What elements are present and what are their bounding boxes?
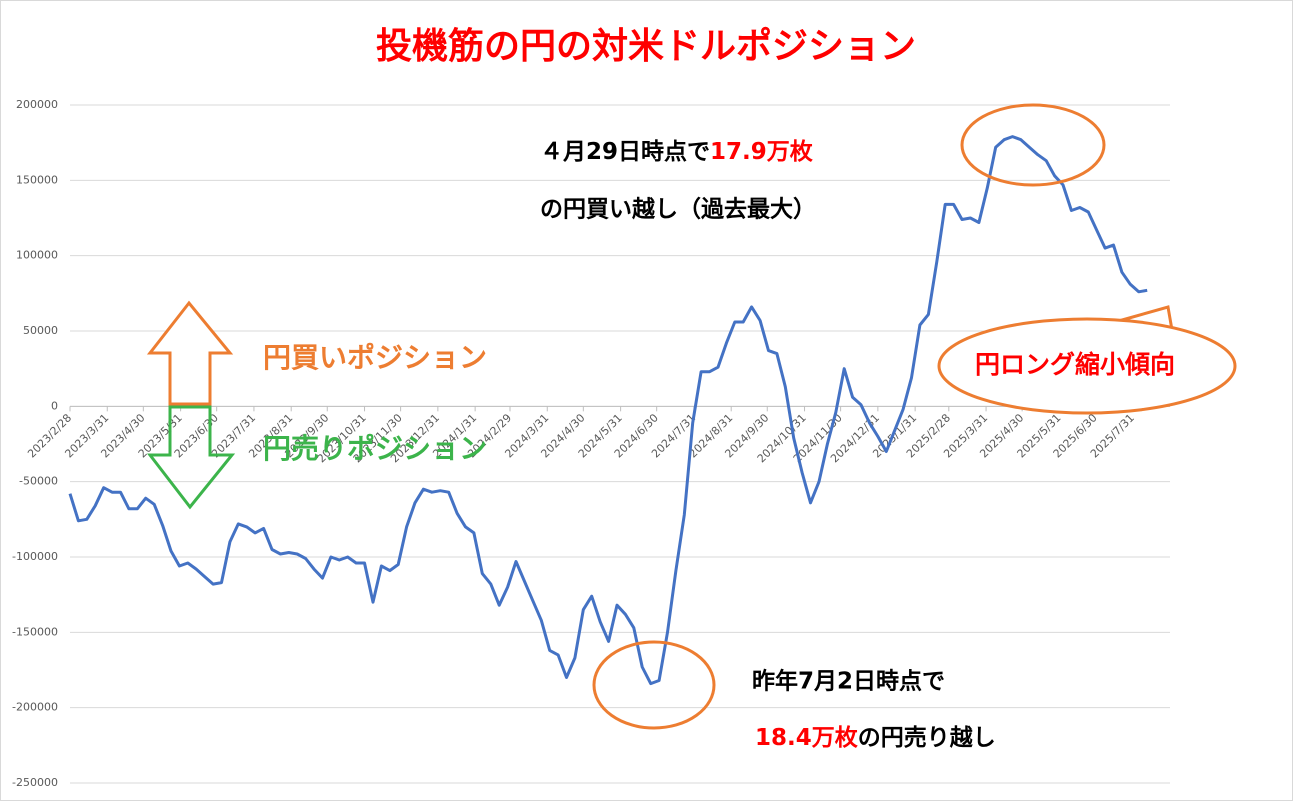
y-tick-label: -250000	[12, 776, 58, 789]
plot	[68, 135, 1148, 686]
buy-arrow	[146, 300, 234, 406]
trough-annotation: 18.4万枚の円売り越し	[755, 724, 996, 751]
y-tick-label: -200000	[12, 701, 58, 714]
trend-ellipse	[937, 317, 1237, 415]
annotation-number: 18.4万枚	[755, 724, 858, 751]
callout-line	[1114, 305, 1174, 331]
y-tick-label: -50000	[19, 475, 58, 488]
data-line	[68, 135, 1148, 686]
peak-ellipse	[960, 103, 1106, 187]
sell-arrow	[146, 405, 236, 510]
trough-annotation: 昨年7月2日時点で	[752, 668, 945, 695]
sell-label: 円売りポジション	[263, 432, 487, 465]
trend-label: 円ロング縮小傾向	[975, 350, 1175, 379]
annotation-text: の円売り越し	[858, 725, 996, 751]
y-tick-label: 0	[51, 399, 58, 412]
annotation-text: ４月29日時点で	[540, 139, 710, 165]
y-tick-label: 200000	[16, 98, 58, 111]
chart-title: 投機筋の円の対米ドルポジション	[376, 25, 916, 67]
annotation-number: 17.9万枚	[710, 138, 813, 165]
buy-label: 円買いポジション	[263, 341, 487, 374]
y-tick-label: 100000	[16, 249, 58, 262]
peak-annotation: ４月29日時点で17.9万枚	[540, 138, 813, 165]
y-tick-label: -150000	[12, 625, 58, 638]
y-tick-label: 50000	[23, 324, 58, 337]
trough-ellipse	[592, 640, 716, 730]
y-tick-label: -100000	[12, 550, 58, 563]
peak-annotation: の円買い越し（過去最大）	[540, 196, 816, 223]
y-tick-label: 150000	[16, 173, 58, 186]
